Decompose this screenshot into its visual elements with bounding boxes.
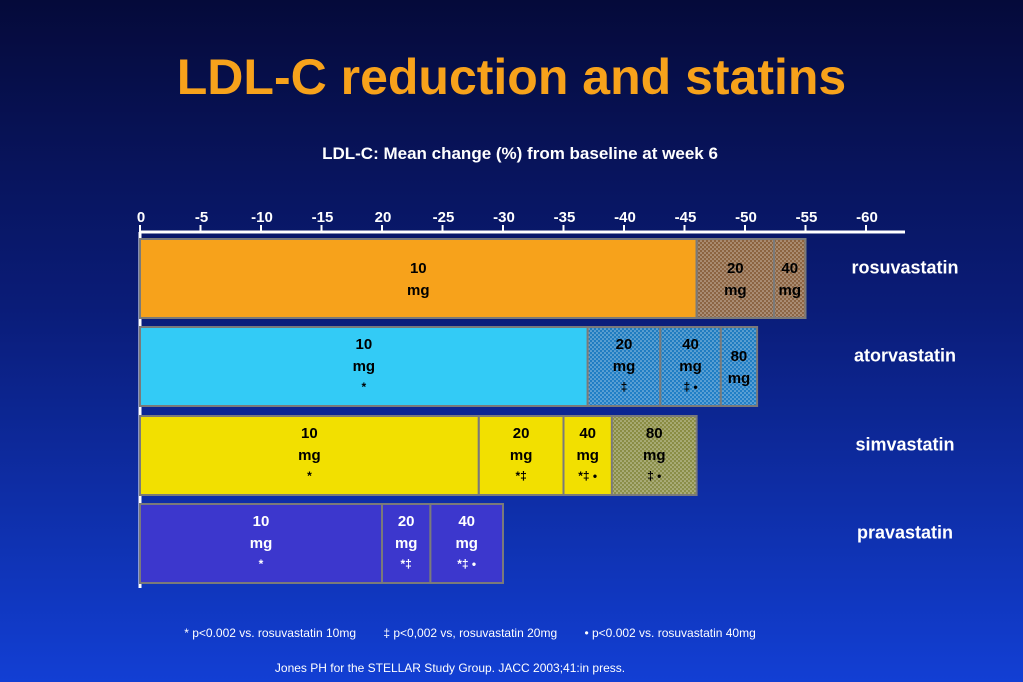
footnote-double-dagger: ‡ p<0,002 vs, rosuvastatin 20mg: [383, 626, 558, 640]
bar-dose-label: 20: [398, 513, 415, 530]
series-label-rosuvastatin: rosuvastatin: [851, 258, 958, 278]
bar-dose-label: 20: [727, 260, 744, 277]
bar-dose-label: 80: [731, 348, 748, 365]
source-citation: Jones PH for the STELLAR Study Group. JA…: [274, 661, 626, 675]
bar-unit-label: mg: [455, 535, 478, 552]
bar-significance-marks: ‡ •: [647, 469, 661, 483]
bar-unit-label: mg: [353, 358, 376, 375]
bar-segment-atorvastatin-10mg: 10 mg *: [139, 326, 589, 407]
bar-segment-pattern: [611, 416, 697, 495]
bar-segment-pravastatin-10mg: 10 mg *: [139, 503, 383, 584]
bar-dose-label: 20: [513, 425, 530, 442]
bar-segment-simvastatin-20mg: 20 mg *‡: [477, 415, 565, 496]
bar-dose-label: 40: [458, 513, 475, 530]
x-tick-label: -35: [554, 209, 576, 226]
x-tick-label: -25: [433, 209, 455, 226]
footnote-asterisk: * p<0.002 vs. rosuvastatin 10mg: [184, 626, 356, 640]
bar-dose-label: 20: [616, 336, 633, 353]
bar-segment-atorvastatin-40mg: 40 mg ‡ •: [659, 326, 722, 407]
bar-segment-fill: [140, 239, 697, 318]
bar-unit-label: mg: [395, 535, 418, 552]
bar-unit-label: mg: [250, 535, 273, 552]
x-tick-label: 20: [375, 209, 392, 226]
bar-unit-label: mg: [510, 447, 533, 464]
bar-segment-fill: [382, 504, 431, 583]
bar-segment-rosuvastatin-20mg: 20 mg: [695, 238, 776, 319]
bar-unit-label: mg: [728, 370, 751, 387]
bar-dose-label: 40: [781, 260, 798, 277]
bar-segment-border: [719, 326, 759, 407]
bar-dose-label: 10: [301, 425, 318, 442]
bar-dose-label: 10: [356, 336, 373, 353]
x-tick-label: -30: [493, 209, 515, 226]
bar-segment-simvastatin-10mg: 10 mg *: [139, 415, 480, 496]
bar-segment-fill: [478, 416, 564, 495]
bar-unit-label: mg: [779, 282, 802, 299]
series-label-atorvastatin: atorvastatin: [854, 346, 956, 366]
bar-dose-label: 80: [646, 425, 663, 442]
bar-segment-pravastatin-40mg: 40 mg *‡ •: [429, 503, 504, 584]
bar-segment-atorvastatin-20mg: 20 mg ‡: [586, 326, 662, 407]
x-tick-label: -55: [796, 209, 818, 226]
chart-title: LDL-C: Mean change (%) from baseline at …: [322, 144, 718, 163]
bar-segment-border: [773, 238, 807, 319]
bar-segment-simvastatin-40mg: 40 mg *‡ •: [562, 415, 613, 496]
bar-segment-pattern: [587, 327, 661, 406]
series-label-pravastatin: pravastatin: [857, 523, 953, 543]
bar-significance-marks: *: [307, 469, 312, 483]
bar-significance-marks: ‡ •: [683, 380, 697, 394]
bar-unit-label: mg: [407, 282, 430, 299]
bar-unit-label: mg: [298, 447, 321, 464]
bar-dose-label: 40: [579, 425, 596, 442]
bar-unit-label: mg: [576, 447, 599, 464]
bar-dose-label: 10: [410, 260, 427, 277]
x-tick-label: -10: [251, 209, 273, 226]
bar-segment-pattern: [696, 239, 775, 318]
page-title: LDL-C reduction and statins: [176, 49, 847, 105]
bar-segment-border: [429, 503, 504, 584]
x-tick-label: -40: [614, 209, 636, 226]
bar-segment-fill: [140, 416, 479, 495]
bar-segment-simvastatin-80mg: 80 mg ‡ •: [610, 415, 698, 496]
x-tick-label: -5: [195, 209, 208, 226]
bar-segment-pattern: [660, 327, 721, 406]
footnote-bullet: • p<0.002 vs. rosuvastatin 40mg: [584, 626, 756, 640]
bar-unit-label: mg: [613, 358, 636, 375]
bar-segment-rosuvastatin-10mg: 10 mg: [139, 238, 698, 319]
x-tick-label: 0: [137, 209, 145, 226]
bar-segment-fill: [140, 504, 382, 583]
bar-segment-pravastatin-20mg: 20 mg *‡: [381, 503, 432, 584]
bar-segment-border: [610, 415, 698, 496]
bar-segment-pattern: [774, 239, 806, 318]
bar-significance-marks: *: [259, 557, 264, 571]
bar-segment-atorvastatin-80mg: 80 mg: [719, 326, 759, 407]
bar-dose-label: 40: [682, 336, 699, 353]
bar-segment-fill: [430, 504, 503, 583]
bar-unit-label: mg: [679, 358, 702, 375]
bar-unit-label: mg: [724, 282, 747, 299]
x-tick-label: -50: [735, 209, 757, 226]
bar-segment-fill: [140, 327, 588, 406]
bar-segment-pattern: [720, 327, 758, 406]
footnotes: * p<0.002 vs. rosuvastatin 10mg ‡ p<0,00…: [0, 626, 940, 640]
series-label-simvastatin: simvastatin: [855, 435, 954, 455]
bar-significance-marks: ‡: [621, 380, 628, 394]
x-tick-label: -60: [856, 209, 878, 226]
bar-segment-fill: [563, 416, 612, 495]
bar-significance-marks: *‡ •: [457, 557, 476, 571]
bar-significance-marks: *‡ •: [578, 469, 597, 483]
bar-significance-marks: *‡: [515, 469, 526, 483]
bar-unit-label: mg: [643, 447, 666, 464]
bar-segment-rosuvastatin-40mg: 40 mg: [773, 238, 807, 319]
bar-dose-label: 10: [253, 513, 270, 530]
bar-significance-marks: *‡: [401, 557, 412, 571]
bar-significance-marks: *: [362, 380, 367, 394]
x-tick-label: -15: [312, 209, 334, 226]
x-tick-label: -45: [675, 209, 697, 226]
